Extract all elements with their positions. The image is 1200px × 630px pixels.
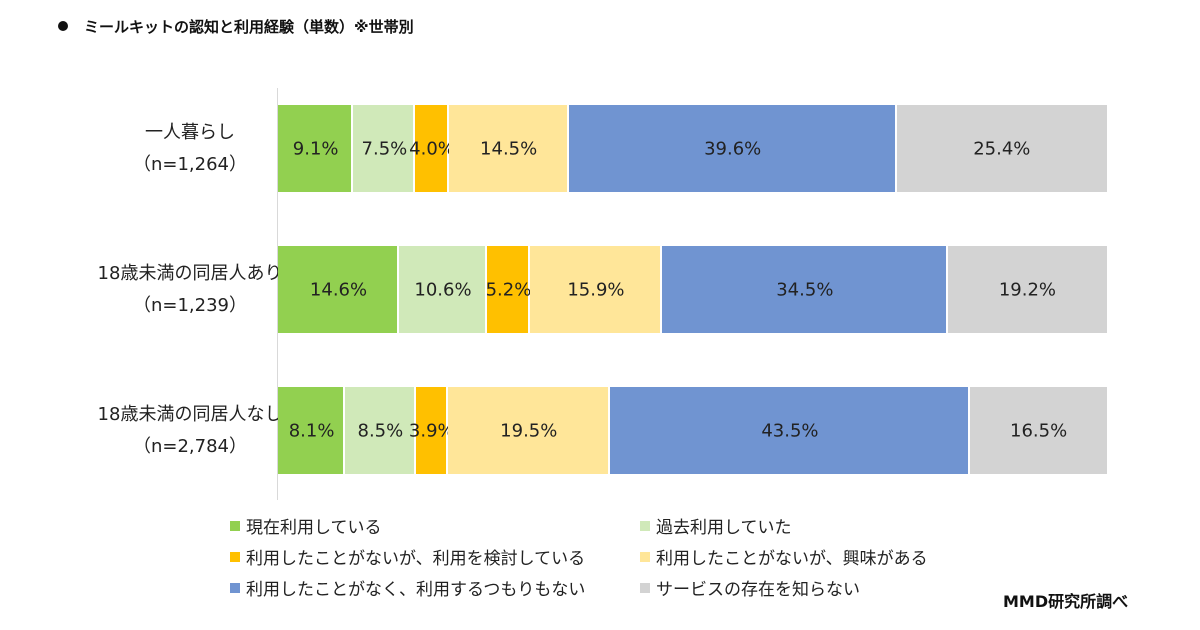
legend-item: 利用したことがないが、利用を検討している — [230, 544, 585, 569]
legend-swatch — [640, 582, 650, 593]
data-label: 8.1% — [288, 420, 335, 441]
legend-label: サービスの存在を知らない — [656, 580, 860, 600]
bullet-icon — [58, 21, 68, 31]
chart-title: ミールキットの認知と利用経験（単数）※世帯別 — [58, 16, 414, 37]
chart-title-text: ミールキットの認知と利用経験（単数）※世帯別 — [84, 18, 414, 36]
bar-segment — [661, 246, 948, 333]
category-name: 一人暮らし — [145, 121, 235, 143]
data-label: 16.5% — [1010, 420, 1068, 441]
category-n: （n=1,239） — [132, 294, 248, 316]
data-label: 5.2% — [485, 279, 532, 300]
legend-label: 過去利用していた — [656, 518, 792, 538]
data-label: 7.5% — [361, 138, 408, 159]
legend-label: 利用したことがなく、利用するつもりもない — [246, 580, 586, 600]
data-label: 34.5% — [776, 279, 834, 300]
bar-segment — [278, 105, 354, 192]
category-label: 18歳未満の同居人あり （n=1,239） — [40, 258, 340, 322]
bar-segment — [896, 105, 1107, 192]
category-label: 一人暮らし （n=1,264） — [40, 117, 340, 181]
bar-segment — [609, 387, 971, 474]
data-label: 14.5% — [480, 138, 538, 159]
bar-segment — [530, 246, 662, 333]
bar-segment — [970, 387, 1107, 474]
source-note: MMD研究所調べ — [1003, 592, 1129, 611]
data-label: 3.9% — [408, 420, 455, 441]
data-label: 14.6% — [309, 279, 368, 300]
legend-label: 利用したことがないが、興味がある — [656, 549, 928, 569]
category-n: （n=1,264） — [132, 153, 248, 175]
legend-swatch — [230, 551, 240, 562]
legend-item: 過去利用していた — [640, 513, 792, 538]
legend-swatch — [640, 520, 650, 531]
bar-segment — [278, 246, 400, 333]
category-n: （n=2,784） — [132, 435, 248, 457]
data-label: 19.2% — [998, 279, 1056, 300]
bar-segment — [486, 246, 530, 333]
bar-segment — [415, 387, 448, 474]
legend-label: 現在利用している — [246, 518, 382, 538]
data-label: 4.0% — [409, 138, 455, 159]
legend-item: 利用したことがないが、興味がある — [640, 544, 928, 569]
legend-item: 利用したことがなく、利用するつもりもない — [230, 575, 585, 600]
bar-segment — [278, 387, 346, 474]
legend-item: 現在利用している — [230, 513, 382, 538]
category-name: 18歳未満の同居人あり — [97, 262, 283, 284]
data-label: 25.4% — [973, 138, 1031, 159]
legend-swatch — [230, 582, 240, 593]
data-label: 15.9% — [567, 279, 625, 300]
bar-segment — [568, 105, 897, 192]
legend-swatch — [640, 551, 650, 562]
data-label: 10.6% — [414, 279, 472, 300]
legend-label: 利用したことがないが、利用を検討している — [246, 549, 586, 569]
category-name: 18歳未満の同居人なし — [97, 403, 283, 425]
data-label: 39.6% — [704, 138, 762, 159]
category-label: 18歳未満の同居人なし （n=2,784） — [40, 399, 340, 463]
category-axis-line — [277, 88, 278, 500]
bar-segment — [448, 105, 569, 192]
data-label: 9.1% — [292, 138, 339, 159]
legend-item: サービスの存在を知らない — [640, 575, 860, 600]
data-label: 43.5% — [761, 420, 819, 441]
legend-swatch — [230, 520, 240, 531]
bar-segment — [345, 387, 416, 474]
bar-segment — [353, 105, 416, 192]
bar-segment — [947, 246, 1107, 333]
data-label: 8.5% — [357, 420, 404, 441]
bar-segment — [415, 105, 449, 192]
bar-segment — [399, 246, 487, 333]
bar-segment — [447, 387, 610, 474]
data-label: 19.5% — [500, 420, 558, 441]
